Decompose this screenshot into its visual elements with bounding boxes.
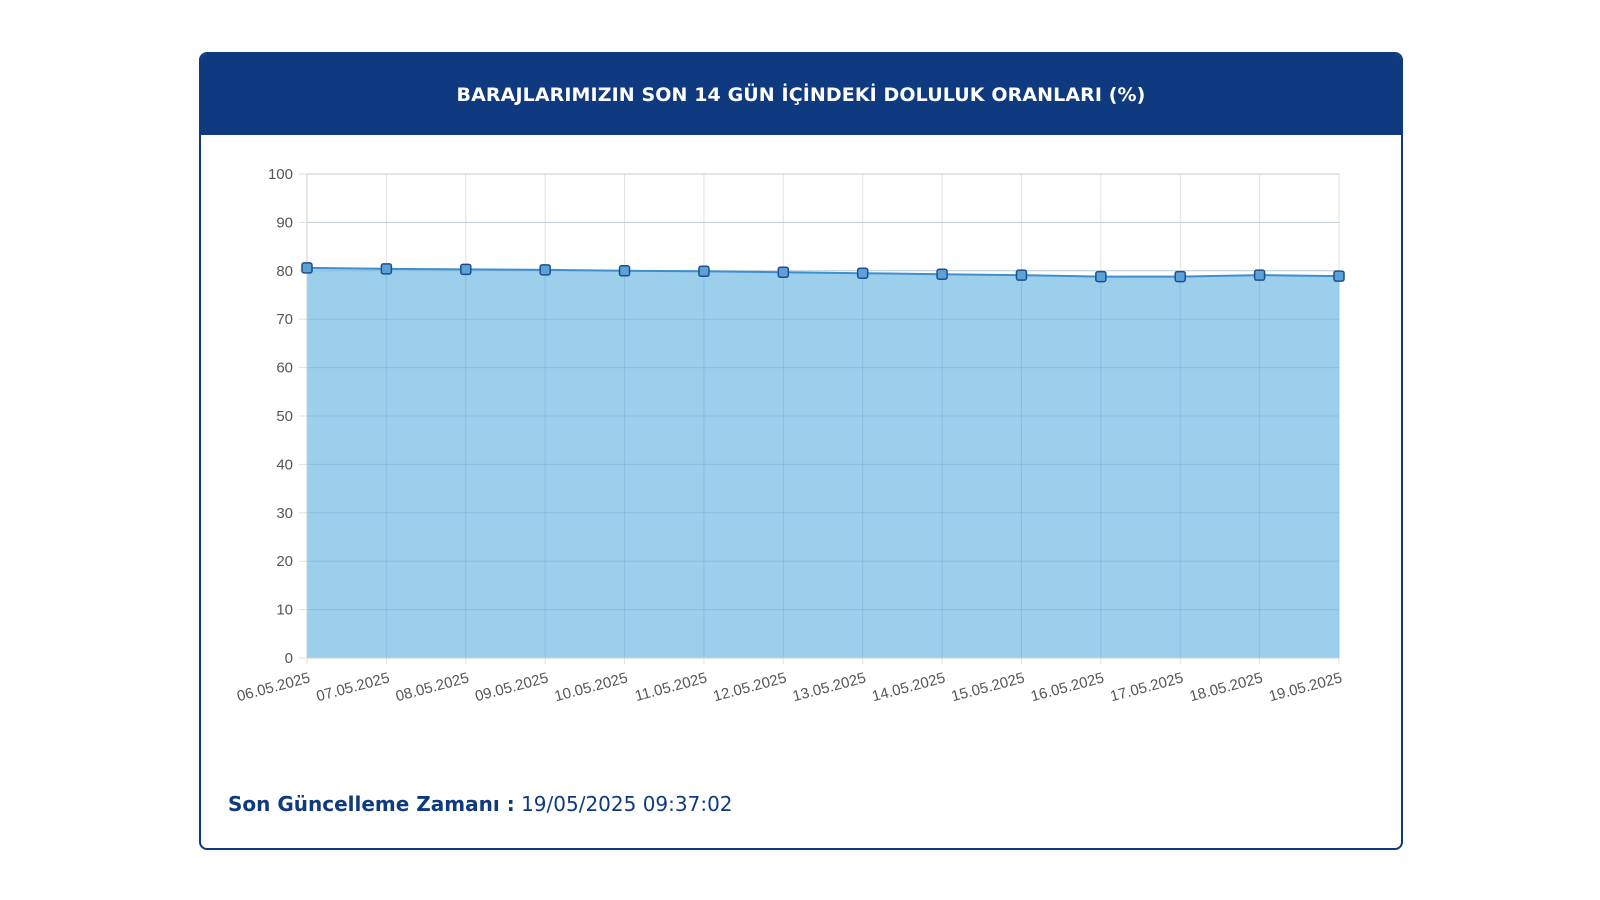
- y-tick-label: 0: [285, 650, 293, 667]
- data-point: [777, 266, 790, 279]
- data-point: [698, 265, 710, 278]
- y-tick-label: 70: [276, 311, 293, 328]
- x-tick-label: 13.05.2025: [791, 669, 868, 705]
- x-tick-label: 16.05.2025: [1029, 669, 1106, 705]
- x-tick-label: 10.05.2025: [553, 669, 630, 705]
- x-tick-label: 07.05.2025: [315, 669, 392, 705]
- y-tick-label: 80: [276, 263, 293, 280]
- data-point: [1095, 270, 1107, 283]
- x-tick-label: 09.05.2025: [473, 669, 550, 705]
- y-tick-label: 20: [276, 553, 293, 570]
- area-fill: [307, 267, 1339, 658]
- y-tick-label: 30: [276, 505, 293, 522]
- data-point: [380, 263, 393, 275]
- data-point: [618, 265, 631, 277]
- axes: [306, 174, 1339, 659]
- y-tick-label: 40: [276, 456, 293, 473]
- x-tick-label: 08.05.2025: [394, 669, 471, 705]
- last-update-value: 19/05/2025 09:37:02: [521, 792, 733, 816]
- y-tick-labels: 0 10 20 30 40 50 60 70 80 90 100: [268, 166, 293, 667]
- last-update-label: Son Güncelleme Zamanı :: [228, 792, 515, 816]
- y-tick-label: 60: [276, 360, 293, 377]
- area-layer: [306, 173, 1340, 659]
- x-tick-label: 19.05.2025: [1267, 669, 1344, 705]
- y-tick-label: 50: [276, 408, 293, 425]
- data-point: [1174, 270, 1186, 283]
- x-tick-label: 18.05.2025: [1188, 669, 1265, 705]
- data-point: [1333, 270, 1345, 282]
- last-update: Son Güncelleme Zamanı : 19/05/2025 09:37…: [228, 792, 733, 816]
- x-tick-label: 17.05.2025: [1108, 669, 1185, 705]
- series-line: [306, 266, 1340, 278]
- x-tick-label: 06.05.2025: [235, 669, 312, 705]
- data-point: [856, 267, 869, 279]
- data-point: [539, 264, 551, 276]
- x-tick-label: 14.05.2025: [870, 669, 947, 705]
- chart-panel: BARAJLARIMIZIN SON 14 GÜN İÇİNDEKİ DOLUL…: [199, 52, 1403, 850]
- y-tick-label: 90: [276, 214, 293, 231]
- x-tick-label: 15.05.2025: [950, 669, 1027, 705]
- panel-header: BARAJLARIMIZIN SON 14 GÜN İÇİNDEKİ DOLUL…: [201, 54, 1401, 135]
- x-tick-label: 12.05.2025: [711, 669, 788, 705]
- data-point: [301, 262, 313, 274]
- y-tick-label: 10: [276, 602, 293, 619]
- y-tick-label: 100: [268, 166, 293, 183]
- data-point: [1253, 269, 1266, 281]
- data-point: [936, 268, 948, 280]
- dam-fill-chart: 0 10 20 30 40 50 60 70 80 90 100 06.05.2025 07.05.2…: [235, 166, 1345, 705]
- data-point: [1015, 269, 1028, 281]
- data-points: [301, 262, 1345, 283]
- x-tick-labels: 06.05.2025 07.05.2025 08.05.2025 09.05.2025…: [235, 669, 1344, 705]
- panel-title: BARAJLARIMIZIN SON 14 GÜN İÇİNDEKİ DOLUL…: [456, 83, 1146, 106]
- x-tick-label: 11.05.2025: [633, 669, 709, 705]
- data-point: [460, 263, 472, 276]
